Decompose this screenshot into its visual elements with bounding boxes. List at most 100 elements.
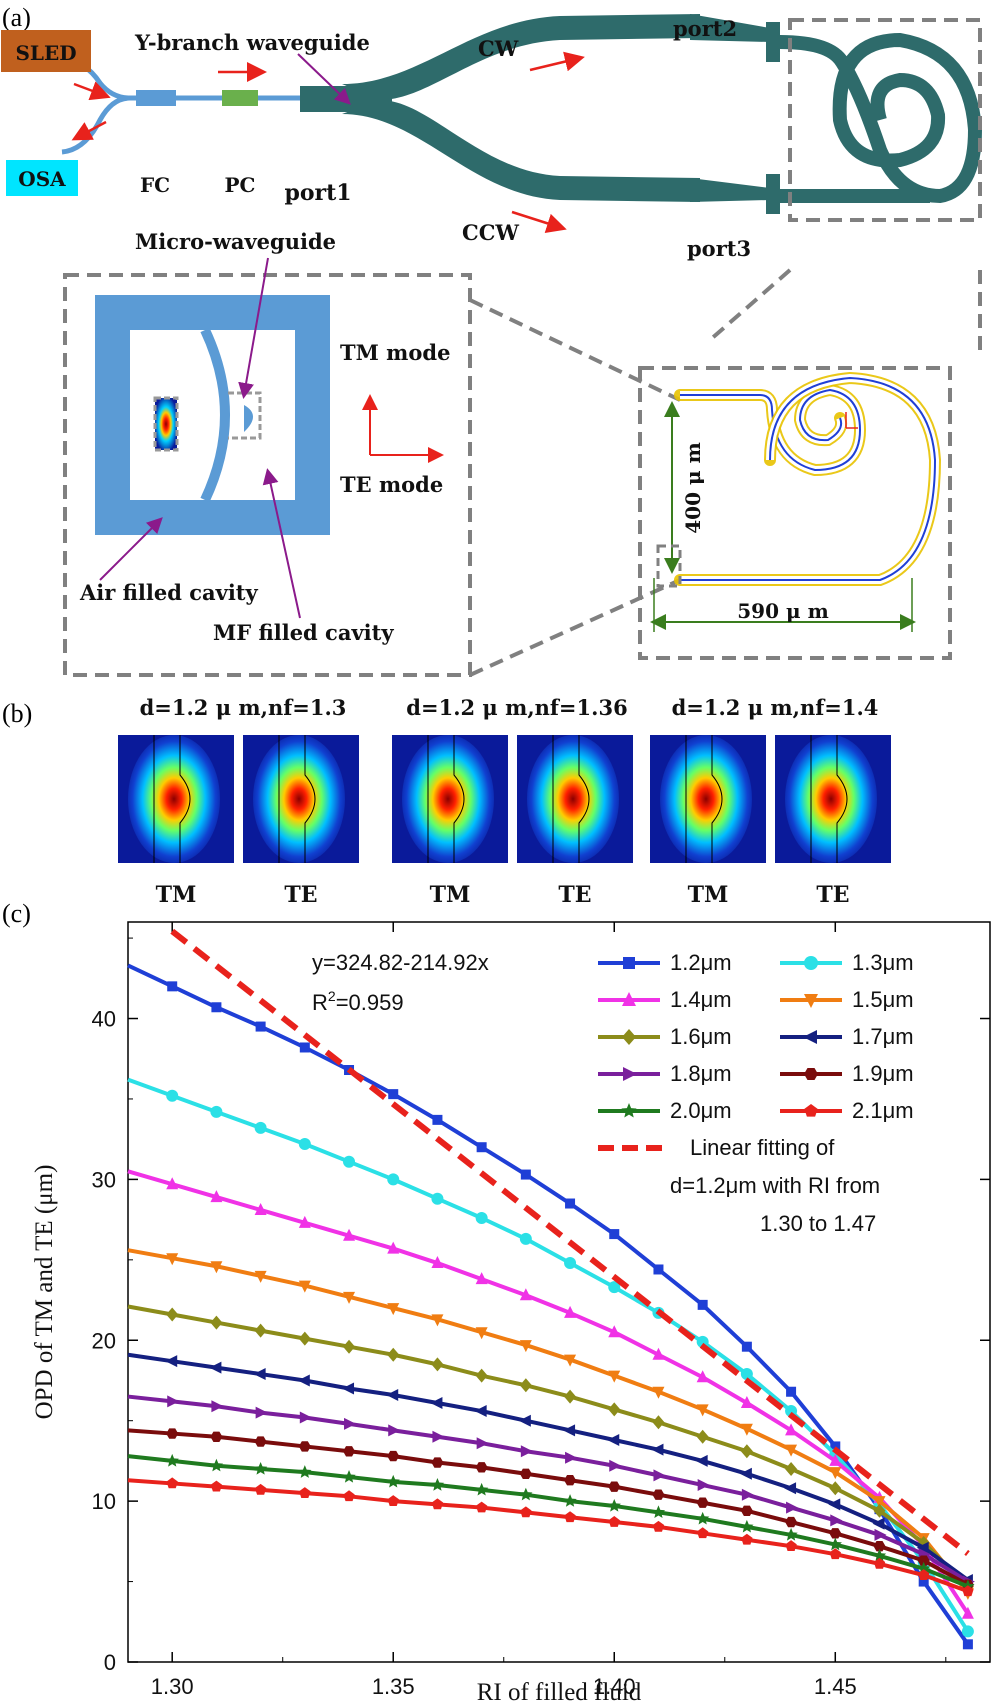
mode-title-1: d=1.2 μ m,nf=1.3 (140, 695, 347, 720)
series-marker (829, 1481, 842, 1496)
legend-label: 2.1μm (852, 1098, 914, 1123)
series-marker (740, 1519, 754, 1533)
mode-field (660, 735, 752, 863)
dim-height-label: 400 μ m (681, 442, 705, 533)
series-marker (387, 1173, 400, 1186)
series-marker (961, 1625, 974, 1638)
series-line (127, 1304, 970, 1588)
series-marker (873, 1540, 886, 1552)
series-marker (211, 1002, 222, 1013)
sled-box (1, 30, 91, 72)
mode-waveguide-edge (453, 735, 465, 863)
mode-field (785, 735, 877, 863)
mode-title-3: d=1.2 μ m,nf=1.4 (672, 695, 879, 720)
panel-label-c: (c) (2, 899, 31, 928)
x-tick-label: 1.45 (814, 1674, 857, 1699)
series-marker (166, 1428, 179, 1439)
series-marker (741, 1341, 752, 1352)
series-marker (696, 1511, 710, 1525)
series-line (127, 1169, 970, 1615)
mode-waveguide-edge (304, 735, 316, 863)
series-marker (564, 1257, 577, 1270)
series-marker (210, 1261, 223, 1274)
fit-equation: y=324.82-214.92x (312, 950, 489, 975)
zoom-line-left (708, 268, 792, 342)
series-marker (343, 1291, 356, 1304)
series-marker (387, 1241, 400, 1254)
series-marker (210, 1105, 223, 1118)
series-line (127, 1394, 969, 1584)
series-2 (127, 1169, 974, 1619)
legend-label: 1.4μm (670, 987, 732, 1012)
mode-waveguide-edge (836, 735, 848, 863)
series-line (127, 1248, 970, 1595)
series-marker (608, 1325, 621, 1338)
y-branch-label: Y-branch waveguide (134, 30, 370, 55)
mode-label-te: TE (558, 882, 591, 908)
series-marker (387, 1347, 400, 1362)
series-marker (739, 1467, 752, 1480)
series-marker (255, 1021, 266, 1032)
series-marker (697, 1479, 710, 1492)
series-marker (740, 1396, 753, 1408)
osa-box (6, 160, 78, 196)
ccw-arrow (511, 210, 567, 233)
series-marker (564, 1305, 577, 1318)
air-cavity-label: Air filled cavity (79, 580, 258, 605)
series-marker (607, 1498, 621, 1512)
legend-fit-label-3: 1.30 to 1.47 (760, 1211, 876, 1236)
series-marker (609, 1459, 622, 1472)
series-marker (431, 1256, 444, 1269)
mode-field (527, 735, 619, 863)
series-marker (803, 1030, 817, 1044)
series-marker (254, 1323, 267, 1338)
series-marker (695, 1454, 708, 1467)
series-marker (254, 1121, 267, 1134)
cw-arrow (529, 51, 585, 72)
y-tick-label: 30 (92, 1167, 116, 1192)
series-marker (696, 1429, 709, 1444)
series-marker (652, 1347, 665, 1360)
series-marker (563, 1494, 577, 1507)
series-marker (210, 1431, 223, 1442)
plot-frame (127, 921, 991, 1663)
x-tick-label: 1.30 (151, 1674, 194, 1699)
series-line (127, 1428, 969, 1587)
series-marker (652, 1520, 665, 1532)
legend-label: 1.7μm (852, 1024, 914, 1049)
series-marker (432, 1114, 443, 1125)
series-marker (388, 1424, 401, 1437)
legend-item: 1.6μm (598, 1024, 732, 1049)
series-marker (209, 1361, 222, 1374)
legend-label: 1.6μm (670, 1024, 732, 1049)
series-marker (475, 1462, 488, 1473)
port2-label: port2 (673, 16, 737, 41)
series-marker (298, 1441, 311, 1452)
series-marker (475, 1368, 488, 1383)
series-marker (297, 1374, 310, 1387)
series-marker (872, 1517, 885, 1530)
series-marker (519, 1487, 533, 1501)
series-marker (210, 1315, 223, 1330)
series-marker (298, 1331, 311, 1346)
series-marker (343, 1155, 356, 1168)
x-tick-label: 1.40 (593, 1674, 636, 1699)
mode-waveguide-edge (578, 735, 590, 863)
legend-item: 1.5μm (780, 987, 914, 1012)
series-marker (962, 1639, 973, 1650)
series-marker (651, 1443, 664, 1456)
series-marker (829, 1548, 841, 1560)
spiral-layout (674, 371, 942, 586)
series-marker (608, 1402, 621, 1417)
series-marker (386, 1474, 400, 1488)
series-marker (623, 1067, 637, 1081)
series-marker (475, 1272, 488, 1285)
series-marker (430, 1397, 443, 1409)
series-marker (829, 1453, 842, 1466)
series-marker (255, 1406, 268, 1419)
series-marker (785, 1444, 798, 1457)
series-8 (127, 1453, 975, 1593)
series-marker (873, 1496, 886, 1509)
series-marker (474, 1405, 487, 1418)
